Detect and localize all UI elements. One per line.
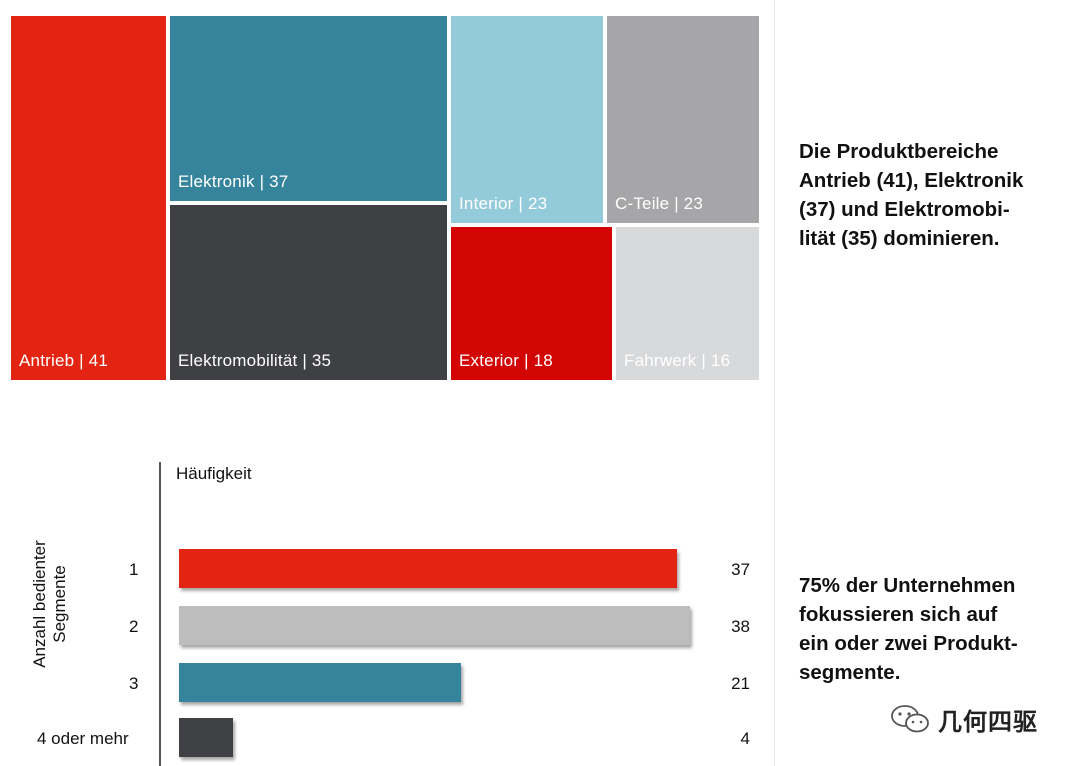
treemap-label-elektronik: Elektronik | 37: [178, 172, 289, 191]
wechat-icon: [891, 705, 929, 733]
treemap-label-interior: Interior | 23: [459, 194, 548, 213]
bar-value-label: 38: [731, 617, 750, 636]
note-top: Die Produktbereiche Antrieb (41), Elektr…: [799, 137, 1069, 253]
bar: [179, 549, 677, 588]
note-top-line: Die Produktbereiche: [799, 140, 999, 163]
bar-value-label: 21: [731, 674, 750, 693]
y-axis-line: [159, 462, 161, 766]
treemap-tile-elektromobilitaet: Elektromobilität | 35: [170, 205, 447, 380]
treemap-label-elektromobilitaet: Elektromobilität | 35: [178, 351, 332, 370]
treemap-label-exterior: Exterior | 18: [459, 351, 553, 370]
bar: [179, 718, 233, 757]
treemap-tile-exterior: Exterior | 18: [451, 227, 612, 380]
category-label: 1: [129, 560, 139, 579]
note-top-line: (37) und Elektromobi-: [799, 198, 1010, 221]
bar: [179, 663, 462, 702]
treemap-tile-interior: Interior | 23: [451, 16, 603, 223]
note-bottom-line: ein oder zwei Produkt-: [799, 632, 1018, 655]
treemap-label-c-teile: C-Teile | 23: [615, 194, 704, 213]
y-axis-title-line: Segmente: [50, 565, 69, 643]
watermark: 几何四驱: [890, 702, 1038, 736]
note-bottom-line: fokussieren sich auf: [799, 603, 998, 626]
note-top-line: Antrieb (41), Elektronik: [799, 169, 1024, 192]
treemap-tile-c-teile: C-Teile | 23: [607, 16, 759, 223]
bar-value-label: 37: [731, 560, 750, 579]
treemap-label-fahrwerk: Fahrwerk | 16: [624, 351, 731, 370]
note-bottom-line: 75% der Unternehmen: [799, 574, 1016, 597]
category-label: 4 oder mehr: [37, 729, 129, 748]
treemap-tile-elektronik: Elektronik | 37: [170, 16, 447, 201]
bar-value-label: 4: [740, 729, 750, 748]
note-bottom: 75% der Unternehmen fokussieren sich auf…: [799, 571, 1069, 687]
category-label: 2: [129, 617, 139, 636]
treemap-tile-fahrwerk: Fahrwerk | 16: [616, 227, 759, 380]
treemap-tile-antrieb: Antrieb | 41: [11, 16, 166, 380]
note-top-line: lität (35) dominieren.: [799, 227, 1000, 250]
bar: [179, 606, 690, 645]
watermark-text: 几何四驱: [938, 708, 1038, 736]
bar-chart-title: Häufigkeit: [176, 464, 252, 483]
treemap-label-antrieb: Antrieb | 41: [19, 351, 109, 370]
panel-divider: [774, 0, 775, 766]
note-bottom-line: segmente.: [799, 661, 901, 684]
y-axis-title-line: Anzahl bedienter: [30, 540, 49, 668]
category-label: 3: [129, 674, 139, 693]
